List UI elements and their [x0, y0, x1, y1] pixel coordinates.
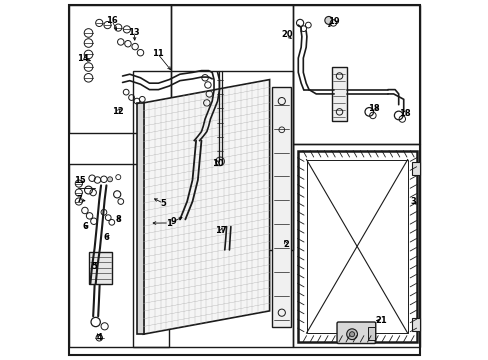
Bar	[292, 5, 419, 144]
Text: 13: 13	[128, 28, 140, 37]
Text: 17: 17	[215, 226, 226, 235]
Bar	[69, 5, 171, 133]
Text: 16: 16	[106, 16, 118, 25]
Circle shape	[107, 177, 112, 182]
Text: 15: 15	[74, 176, 85, 185]
Text: 4: 4	[96, 333, 102, 342]
Text: 2: 2	[283, 240, 288, 249]
Bar	[137, 103, 144, 334]
Text: 6: 6	[103, 233, 109, 242]
Text: 1: 1	[166, 219, 172, 228]
Bar	[292, 144, 419, 347]
Bar	[133, 71, 292, 347]
Bar	[411, 318, 419, 330]
Text: 14: 14	[77, 54, 89, 63]
Text: 20: 20	[281, 30, 292, 39]
Circle shape	[349, 332, 354, 337]
Text: 3: 3	[410, 197, 416, 206]
Bar	[411, 162, 419, 175]
Bar	[332, 67, 346, 121]
Bar	[88, 252, 112, 284]
Bar	[171, 5, 292, 250]
Text: 11: 11	[152, 49, 163, 58]
Text: 21: 21	[375, 316, 386, 325]
Text: 10: 10	[211, 159, 223, 168]
Text: 6: 6	[82, 222, 88, 231]
Bar	[297, 150, 416, 342]
Text: 8: 8	[115, 215, 121, 224]
Text: 5: 5	[160, 199, 166, 208]
Bar	[367, 327, 375, 339]
Bar	[69, 164, 169, 347]
Text: 18: 18	[368, 104, 379, 113]
Bar	[272, 87, 290, 327]
Text: 7: 7	[77, 195, 82, 204]
Circle shape	[324, 17, 332, 24]
FancyBboxPatch shape	[336, 322, 375, 343]
Text: 18: 18	[399, 109, 410, 118]
Circle shape	[346, 329, 357, 339]
Text: 9: 9	[170, 217, 176, 226]
Text: 5: 5	[91, 262, 97, 271]
Bar	[306, 159, 407, 333]
Polygon shape	[143, 80, 269, 334]
Text: 12: 12	[112, 107, 124, 116]
Text: 19: 19	[327, 17, 339, 26]
